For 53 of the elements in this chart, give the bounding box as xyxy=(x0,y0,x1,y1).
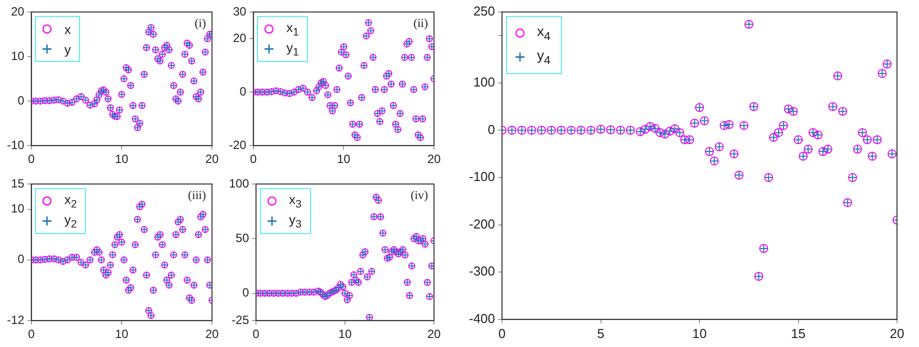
x-tick-label: 15 xyxy=(791,326,806,341)
legend-label: y$_{1}$ xyxy=(286,40,299,58)
x-tick-label: 0 xyxy=(28,152,35,166)
x-tick-label: 10 xyxy=(336,152,351,166)
y-tick-label: 0 xyxy=(488,122,496,137)
y-tick-label: 30 xyxy=(232,4,247,18)
y-tick-label: -10 xyxy=(7,138,25,152)
annotation: (ii) xyxy=(413,16,428,30)
y-tick-label: -20 xyxy=(229,138,247,152)
legend-label: x$_{2}$ xyxy=(64,192,77,210)
x-tick-label: 20 xyxy=(890,326,904,341)
y-tick-label: -300 xyxy=(468,264,496,279)
y-tick-label: 0 xyxy=(18,252,25,266)
legend-label: y$_{4}$ xyxy=(537,47,550,67)
x-tick-label: 0 xyxy=(28,327,35,342)
x-tick-label: 0 xyxy=(252,327,260,342)
y-tick-label: 20 xyxy=(232,31,247,46)
y-tick-label: 0 xyxy=(242,286,250,300)
y-tick-label: -100 xyxy=(468,169,496,184)
y-tick-label: 10 xyxy=(10,48,25,63)
y-tick-label: 0 xyxy=(240,84,247,98)
legend-label: x$_{3}$ xyxy=(289,192,302,210)
x-tick-label: 20 xyxy=(205,152,219,166)
legend-label: y$_{2}$ xyxy=(64,212,77,230)
x-tick-label: 20 xyxy=(427,327,441,342)
y-tick-label: -200 xyxy=(468,216,496,232)
x-tick-label: 10 xyxy=(338,327,352,342)
y-tick-label: 0 xyxy=(18,93,25,108)
x-tick-label: 20 xyxy=(205,327,219,342)
y-tick-label: -25 xyxy=(232,312,250,327)
x-tick-label: 0 xyxy=(498,326,506,341)
y-tick-label: 10 xyxy=(10,202,25,216)
annotation: (iii) xyxy=(188,188,206,202)
x-tick-label: 10 xyxy=(692,326,707,341)
x-tick-label: 10 xyxy=(114,152,129,166)
y-tick-label: -12 xyxy=(7,312,25,327)
legend-label: y$_{3}$ xyxy=(289,212,302,230)
legend-label: x$_{4}$ xyxy=(537,23,550,43)
y-tick-label: 100 xyxy=(228,176,250,190)
y-tick-label: 20 xyxy=(10,4,25,18)
x-tick-label: 10 xyxy=(114,327,129,342)
legend-label: y xyxy=(64,42,71,56)
x-tick-label: 20 xyxy=(427,152,441,166)
y-tick-label: -400 xyxy=(468,310,496,326)
y-tick-label: 50 xyxy=(236,230,250,245)
annotation: (iv) xyxy=(410,188,428,202)
y-tick-label: 15 xyxy=(10,176,25,190)
y-tick-label: 250 xyxy=(473,4,496,19)
legend-label: x xyxy=(64,22,71,36)
x-tick-label: 5 xyxy=(597,326,604,341)
y-tick-label: 100 xyxy=(473,74,496,90)
annotation: (i) xyxy=(194,16,206,30)
legend-label: x$_{1}$ xyxy=(286,20,299,38)
